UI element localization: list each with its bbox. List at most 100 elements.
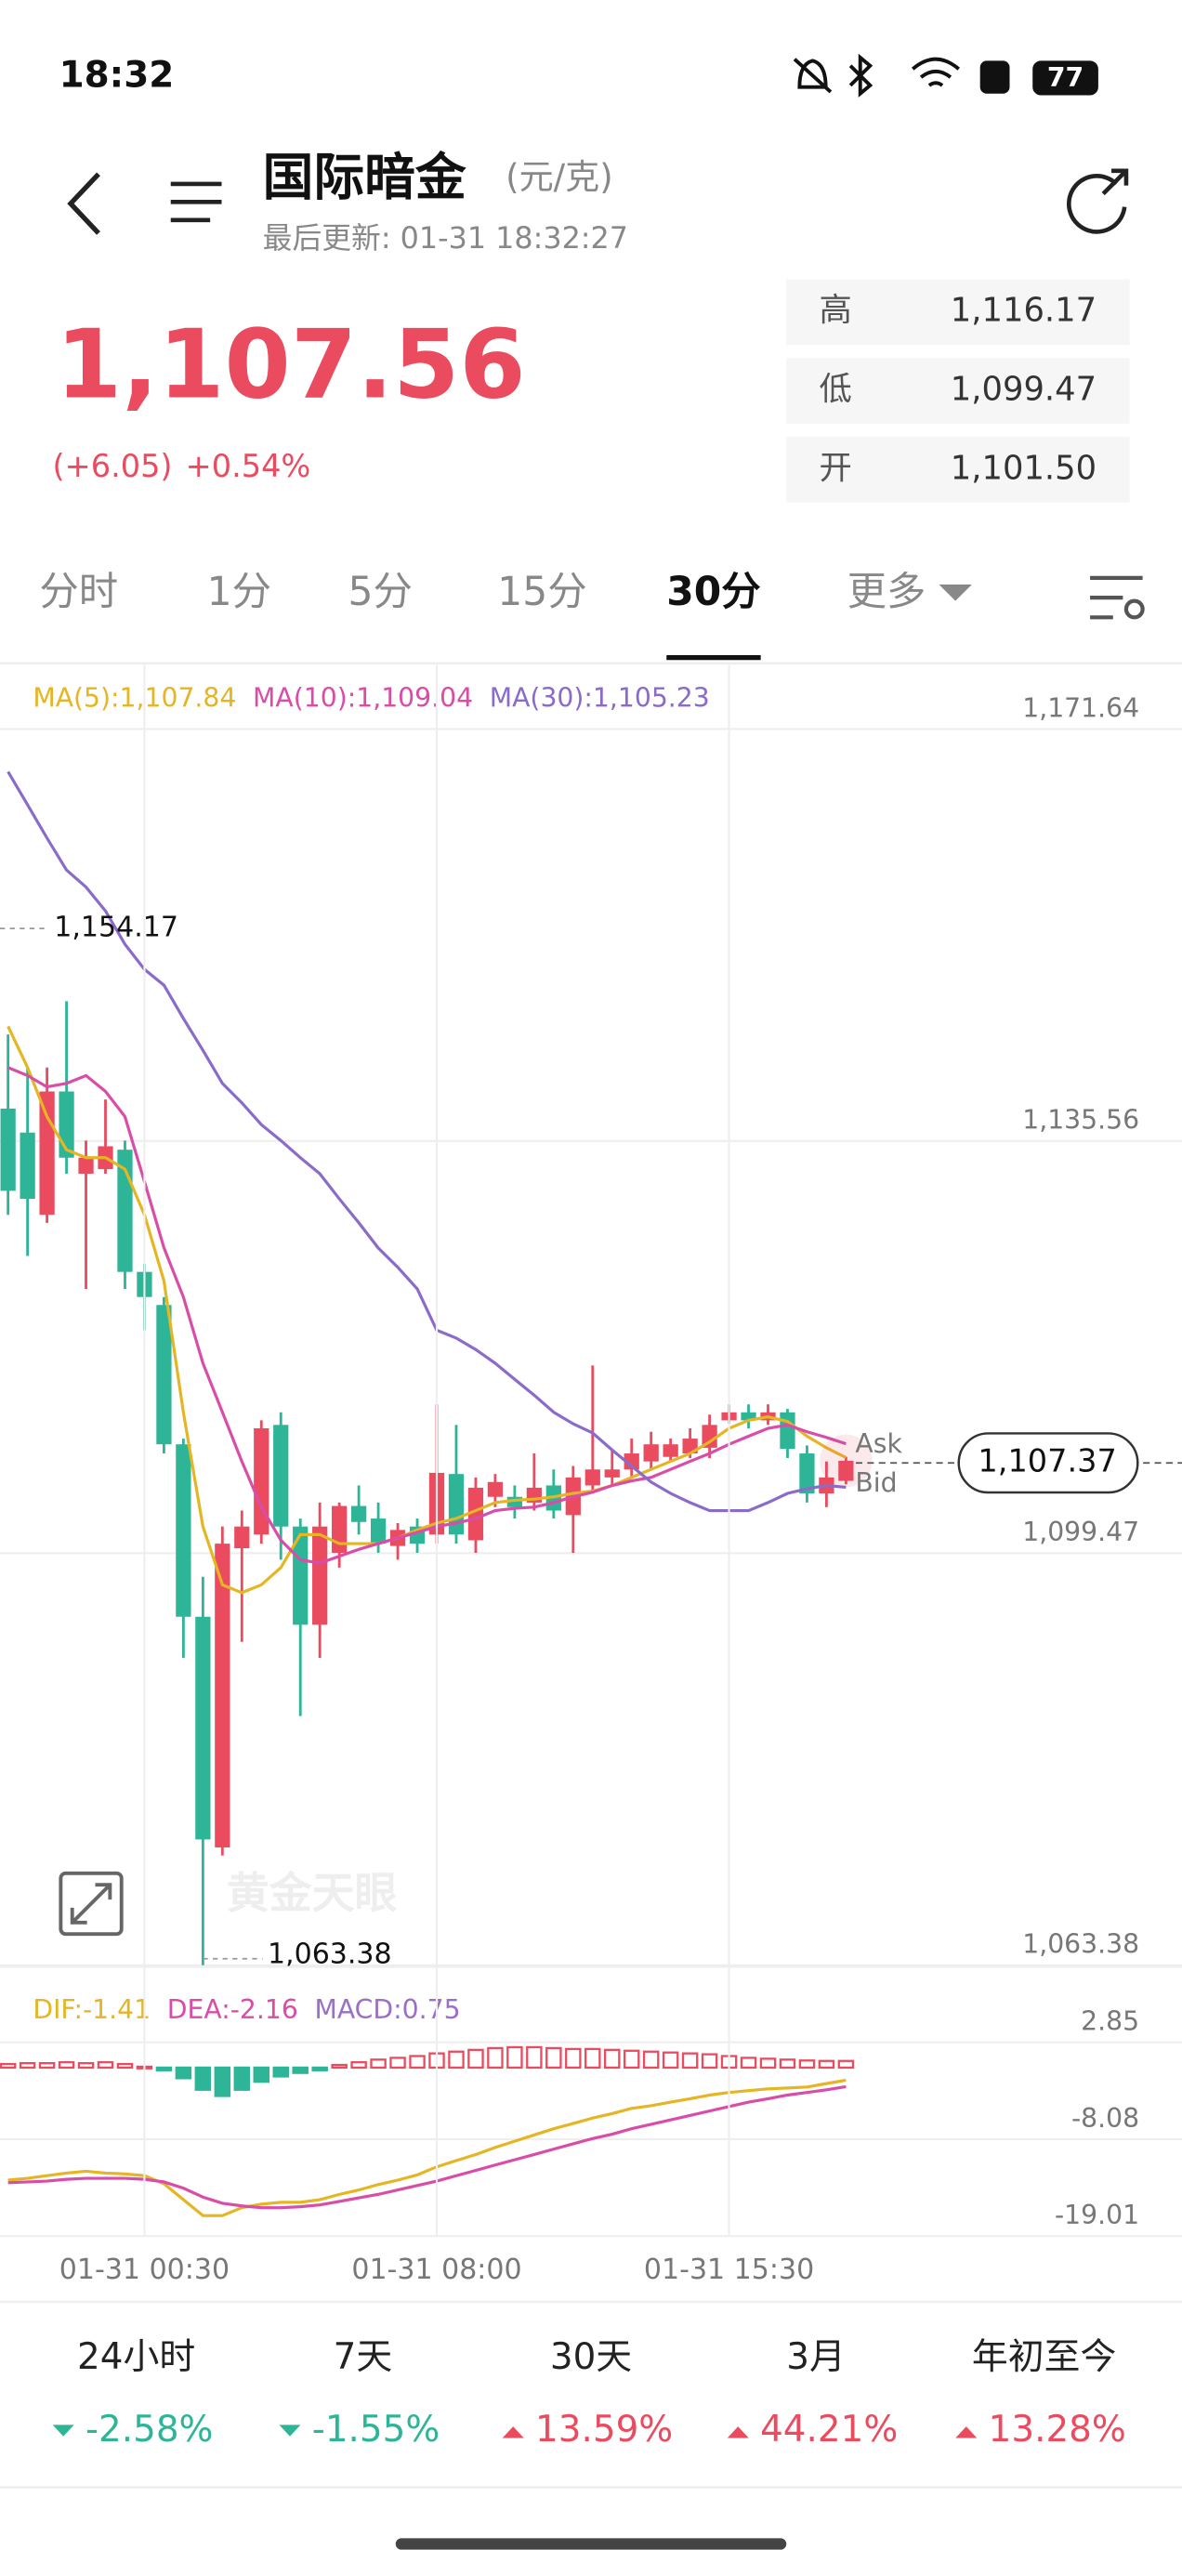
period-tabs: 分时 1分 5分 15分 30分 更多 [39, 569, 972, 661]
stat-box [786, 436, 1130, 503]
candle-body [467, 1487, 484, 1541]
status-icons [793, 53, 1098, 98]
tab-underline [666, 654, 761, 661]
home-indicator [395, 2538, 787, 2550]
high-marker-label: 1,154.17 [54, 912, 178, 944]
macd-bar [370, 2058, 387, 2070]
watermark: 黄金天眼 [227, 1868, 398, 1918]
indicator-line [7, 2084, 847, 2210]
chart-settings-button[interactable] [1090, 575, 1145, 620]
macd-bar [214, 2066, 231, 2097]
stat-box [786, 358, 1130, 424]
macd-bar [38, 2061, 56, 2070]
back-button[interactable] [67, 172, 100, 235]
macd-bar [759, 2057, 777, 2070]
instrument-title: 国际暗金 [263, 148, 466, 207]
macd-bar [233, 2066, 251, 2091]
instrument-unit: (元/克) [506, 157, 613, 197]
stat-value: 1,099.47 [951, 371, 1097, 409]
legend-entry: DEA:-2.16 [167, 1994, 298, 2025]
candle-body [176, 1444, 191, 1617]
stat-label: 高 [820, 292, 852, 330]
candle-body [350, 1505, 367, 1522]
macd-bar [58, 2061, 75, 2070]
indicator-line [7, 770, 847, 1513]
candle-body [312, 1526, 328, 1625]
candle-body [234, 1526, 250, 1549]
period-label: 30天 [550, 2336, 632, 2378]
tab[interactable]: 5分 [348, 569, 413, 614]
x-tick-label: 01-31 00:30 [59, 2254, 230, 2286]
bid-label: Bid [855, 1467, 897, 1498]
period-performance: 24小时 -2.58% 7天 -1.55% 30天 13.59% 3月 44.21% 年初至今 1… [52, 2336, 1126, 2451]
candle-body [702, 1425, 717, 1448]
up-arrow [502, 2426, 524, 2438]
tab[interactable]: 分时 [39, 569, 118, 614]
macd-bar [409, 2055, 426, 2070]
candle-body [506, 1496, 523, 1507]
candle-body [624, 1453, 639, 1470]
candle-body [487, 1481, 504, 1497]
last-price-pill [957, 1432, 1139, 1494]
candle-body [370, 1518, 387, 1544]
share-button[interactable] [1067, 168, 1129, 234]
candle-body [584, 1469, 600, 1486]
tab[interactable]: 15分 [497, 569, 586, 614]
period-change: -2.58% [85, 2409, 213, 2451]
candle-body [838, 1460, 854, 1481]
tab[interactable]: 30分 [666, 569, 760, 614]
macd-bar [623, 2049, 640, 2070]
macd-bar [194, 2066, 212, 2091]
price-change: (+6.05) [53, 448, 173, 484]
mute-icon [793, 58, 833, 94]
period-change: 13.28% [989, 2409, 1126, 2451]
indicator-line [7, 1066, 847, 1565]
sim-icon [979, 60, 1010, 94]
macd-bar [681, 2052, 699, 2070]
y-tick-label: -8.08 [1071, 2103, 1139, 2134]
candle-body [799, 1453, 815, 1494]
period-label: 年初至今 [972, 2336, 1116, 2378]
macd-bar [311, 2066, 328, 2071]
candle-body [215, 1544, 230, 1847]
legend-entry: MA(30):1,105.23 [490, 683, 710, 714]
wifi-icon [912, 57, 960, 87]
period-label: 3月 [786, 2336, 846, 2378]
macd-bar [642, 2050, 660, 2070]
candle-body [156, 1305, 172, 1445]
tab[interactable]: 更多 [847, 569, 926, 614]
macd-bar [175, 2066, 192, 2080]
macd-bar [565, 2047, 582, 2070]
macd-bar [584, 2047, 601, 2070]
fullscreen-button[interactable] [59, 1871, 124, 1937]
ask-label: Ask [855, 1428, 902, 1459]
price-pulse [820, 1434, 873, 1488]
y-tick-label: 2.85 [1081, 2006, 1139, 2037]
candle-body [273, 1425, 289, 1527]
macd-bar [272, 2066, 289, 2078]
macd-bar [798, 2059, 816, 2070]
stat-label: 开 [820, 449, 852, 487]
candle-body [741, 1412, 756, 1421]
period-label: 24小时 [77, 2336, 195, 2378]
battery-level: 77 [1047, 62, 1084, 93]
candle-body [39, 1091, 55, 1216]
macd-bar [837, 2059, 855, 2070]
quote-stats: 高 1,116.17 低 1,099.47 开 1,101.50 [786, 279, 1130, 503]
menu-button[interactable] [170, 181, 222, 223]
battery-icon [1032, 60, 1098, 96]
price-change-pct: +0.54% [186, 448, 311, 484]
macd-bar [545, 2046, 562, 2070]
candle-body [293, 1526, 309, 1625]
tab[interactable]: 1分 [207, 569, 271, 614]
y-tick-label: 1,135.56 [1022, 1105, 1139, 1136]
down-arrow [52, 2425, 74, 2437]
legend-entry: MA(5):1,107.84 [33, 683, 236, 714]
period-change: -1.55% [312, 2409, 440, 2451]
x-tick-label: 01-31 15:30 [644, 2254, 814, 2286]
period-change: 13.59% [535, 2409, 673, 2451]
last-price: 1,107.56 [56, 310, 526, 421]
macd-bar [779, 2058, 796, 2070]
